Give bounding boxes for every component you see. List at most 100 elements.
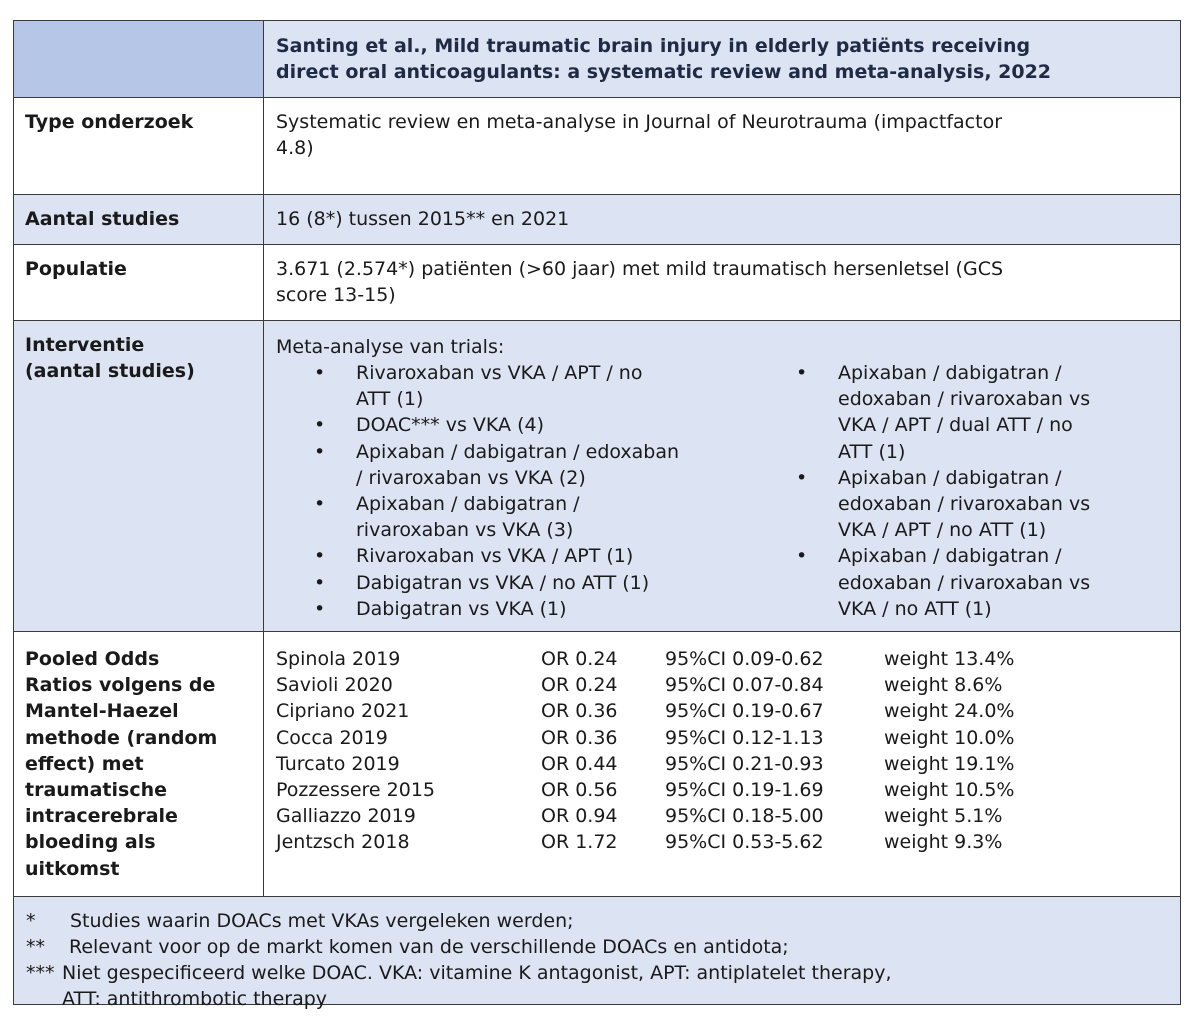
pooled-entry-ci: 95%CI 0.19-0.67 <box>665 700 824 723</box>
pooled-entry-ci: 95%CI 0.07-0.84 <box>665 674 824 697</box>
intervention-item-line: ATT (1) <box>356 388 424 411</box>
pooled-entries: Spinola 2019 OR 0.24 95%CI 0.09-0.62 weight… <box>264 632 1180 896</box>
pooled-entry-study: Jentzsch 2018 <box>276 831 410 854</box>
table-row-intervention: Interventie (aantal studies) Meta-analys… <box>14 321 1180 632</box>
study-title-line1: Santing et al., Mild traumatic brain inj… <box>276 35 1031 57</box>
intervention-item-left-3: • Apixaban / dabigatran / edoxaban / rivar… <box>276 439 746 491</box>
table-header-row: Santing et al., Mild traumatic brain inj… <box>14 21 1180 98</box>
intervention-label-line1: Interventie <box>25 334 145 356</box>
pooled-entry-ci: 95%CI 0.21-0.93 <box>665 752 824 775</box>
pooled-entry-ci: 95%CI 0.53-5.62 <box>665 831 824 854</box>
pooled-entry-weight: weight 5.1% <box>884 805 1003 828</box>
pooled-entry-study: Spinola 2019 <box>276 648 401 670</box>
intervention-item-line: ATT (1) <box>838 440 906 463</box>
footnote-3-cont: ATT: antithrombotic therapy <box>62 988 328 1010</box>
intervention-list-left: • Rivaroxaban vs VKA / APT / no ATT (1) • DO… <box>276 360 746 622</box>
type-line2: 4.8) <box>276 137 314 160</box>
pooled-entry-or: OR 0.56 <box>541 779 618 801</box>
pooled-entry-study: Cipriano 2021 <box>276 700 410 723</box>
pooled-entry-weight: weight 10.5% <box>884 779 1015 801</box>
pooled-entry-ci: 95%CI 0.19-1.69 <box>665 779 824 801</box>
intervention-item-right-1: • Apixaban / dabigatran / edoxaban / rivar… <box>758 360 1158 465</box>
intervention-item-line: DOAC*** vs VKA (4) <box>356 414 544 437</box>
pooled-entry-weight: weight 8.6% <box>884 674 1003 697</box>
pooled-entry-weight: weight 13.4% <box>884 648 1015 670</box>
intervention-item-line: Apixaban / dabigatran / edoxaban <box>356 440 680 463</box>
study-title-line2: direct oral anticoagulants: a systematic… <box>276 61 1052 84</box>
bullet-icon: • <box>314 414 326 437</box>
row-value-studies: 16 (8*) tussen 2015** en 2021 <box>276 208 570 230</box>
intervention-item-line: Apixaban / dabigatran / <box>838 545 1062 568</box>
intervention-item-left-6: • Dabigatran vs VKA / no ATT (1) <box>276 570 746 596</box>
pooled-label-line: effect) met <box>25 752 144 775</box>
pooled-entry-or: OR 0.36 <box>541 726 618 749</box>
pooled-entry-ci: 95%CI 0.12-1.13 <box>665 726 824 749</box>
table-row-studies: Aantal studies 16 (8*) tussen 2015** en … <box>14 195 1180 245</box>
pooled-entry-study: Savioli 2020 <box>276 674 393 697</box>
pooled-label-line: methode (random <box>25 726 218 749</box>
intervention-item-line: Dabigatran vs VKA / no ATT (1) <box>356 571 650 594</box>
pooled-entry-study: Galliazzo 2019 <box>276 805 416 828</box>
row-label-population: Populatie <box>25 258 127 280</box>
population-line1: 3.671 (2.574*) patiënten (>60 jaar) met … <box>276 258 1004 280</box>
table-row-type: Type onderzoek Systematic review en meta… <box>14 98 1180 195</box>
intervention-item-line: edoxaban / rivaroxaban vs <box>838 493 1091 516</box>
bullet-icon: • <box>314 571 326 594</box>
intervention-item-line: Apixaban / dabigatran / <box>356 493 580 516</box>
intervention-label-line2: (aantal studies) <box>25 360 195 383</box>
bullet-icon: • <box>796 545 808 568</box>
pooled-entry-or: OR 0.24 <box>541 674 618 697</box>
pooled-entry-weight: weight 19.1% <box>884 752 1015 775</box>
header-empty-cell <box>14 21 264 97</box>
pooled-entry-or: OR 0.44 <box>541 752 618 775</box>
intervention-item-line: Rivaroxaban vs VKA / APT (1) <box>356 545 634 568</box>
pooled-entry-study: Cocca 2019 <box>276 726 388 749</box>
row-value-type: Systematic review en meta-analyse in Jou… <box>276 109 1002 161</box>
population-line2: score 13-15) <box>276 284 396 307</box>
pooled-label-line: intracerebrale <box>25 805 178 828</box>
intervention-item-line: / rivaroxaban vs VKA (2) <box>356 466 586 489</box>
row-label-type: Type onderzoek <box>25 111 194 133</box>
footnote-2-text: Relevant voor op de markt komen van de v… <box>69 936 789 958</box>
pooled-entry-study: Pozzessere 2015 <box>276 779 436 801</box>
table-row-pooled: Pooled Odds Ratios volgens de Mantel-Haeze… <box>14 632 1180 897</box>
footnote-1-text: Studies waarin DOACs met VKAs vergeleken… <box>70 910 574 932</box>
footnotes: * Studies waarin DOACs met VKAs vergelek… <box>14 897 1180 1010</box>
pooled-entry-weight: weight 9.3% <box>884 831 1003 854</box>
footnote-3-mark: *** <box>26 962 55 984</box>
pooled-entry-ci: 95%CI 0.09-0.62 <box>665 648 824 670</box>
intervention-list-right: • Apixaban / dabigatran / edoxaban / rivar… <box>758 360 1158 622</box>
study-title: Santing et al., Mild traumatic brain inj… <box>276 33 1051 85</box>
pooled-label-line: Pooled Odds <box>25 648 160 670</box>
intervention-intro: Meta-analyse van trials: <box>276 336 505 358</box>
bullet-icon: • <box>796 362 808 384</box>
intervention-item-line: Dabigatran vs VKA (1) <box>356 597 567 620</box>
intervention-item-line: edoxaban / rivaroxaban vs <box>838 571 1091 594</box>
intervention-item-left-7: • Dabigatran vs VKA (1) <box>276 596 746 622</box>
bullet-icon: • <box>314 597 326 620</box>
pooled-entry-or: OR 1.72 <box>541 831 618 854</box>
bullet-icon: • <box>314 362 326 384</box>
pooled-label-line: uitkomst <box>25 857 120 880</box>
intervention-item-line: VKA / APT / dual ATT / no <box>838 414 1073 437</box>
row-label-pooled: Pooled Odds Ratios volgens de Mantel-Haeze… <box>25 646 217 882</box>
header-title-cell: Santing et al., Mild traumatic brain inj… <box>264 21 1180 97</box>
intervention-item-line: edoxaban / rivaroxaban vs <box>838 388 1091 411</box>
pooled-label-line: traumatische <box>25 779 167 802</box>
pooled-label-line: Mantel-Haezel <box>25 700 179 723</box>
pooled-entry-study: Turcato 2019 <box>276 752 400 775</box>
intervention-item-right-2: • Apixaban / dabigatran / edoxaban / rivar… <box>758 465 1158 544</box>
pooled-entry-or: OR 0.94 <box>541 805 618 828</box>
pooled-label-line: Ratios volgens de <box>25 674 216 697</box>
pooled-entry-weight: weight 10.0% <box>884 726 1015 749</box>
pooled-entry-or: OR 0.36 <box>541 700 618 723</box>
type-line1: Systematic review en meta-analyse in Jou… <box>276 111 1003 133</box>
intervention-item-line: Apixaban / dabigatran / <box>838 362 1062 384</box>
intervention-item-line: rivaroxaban vs VKA (3) <box>356 519 574 542</box>
bullet-icon: • <box>314 440 326 463</box>
intervention-item-left-2: • DOAC*** vs VKA (4) <box>276 412 746 438</box>
bullet-icon: • <box>314 493 326 516</box>
table-row-population: Populatie 3.671 (2.574*) patiënten (>60 … <box>14 245 1180 321</box>
intervention-item-line: Apixaban / dabigatran / <box>838 466 1062 489</box>
footnote-1-mark: * <box>26 910 36 932</box>
